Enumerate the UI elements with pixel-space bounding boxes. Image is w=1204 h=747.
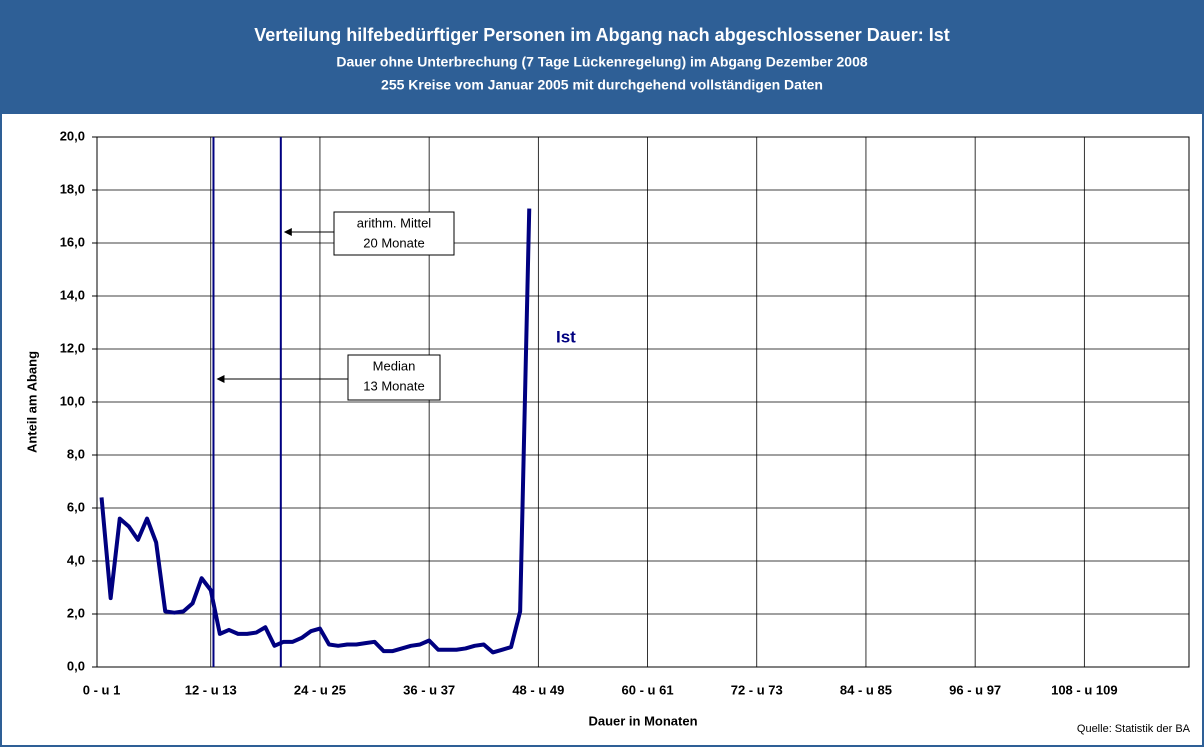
annotation-text: 20 Monate (363, 235, 424, 250)
x-tick-label: 96 - u 97 (949, 682, 1001, 697)
arrow-head (216, 375, 225, 383)
x-axis-title: Dauer in Monaten (588, 713, 697, 728)
y-tick-label: 16,0 (60, 234, 85, 249)
y-tick-label: 0,0 (67, 658, 85, 673)
x-tick-label: 108 - u 109 (1051, 682, 1118, 697)
y-tick-label: 20,0 (60, 128, 85, 143)
annotation-text: 13 Monate (363, 378, 424, 393)
x-tick-label: 12 - u 13 (185, 682, 237, 697)
y-tick-label: 12,0 (60, 340, 85, 355)
y-tick-label: 8,0 (67, 446, 85, 461)
x-tick-label: 48 - u 49 (512, 682, 564, 697)
x-tick-label: 84 - u 85 (840, 682, 892, 697)
y-tick-label: 2,0 (67, 605, 85, 620)
chart-subtitle: Dauer ohne Unterbrechung (7 Tage Lückenr… (336, 54, 868, 70)
annotation-text: Median (373, 358, 416, 373)
y-tick-label: 10,0 (60, 393, 85, 408)
annotation-box (333, 211, 455, 256)
chart-subtitle: 255 Kreise vom Januar 2005 mit durchgehe… (381, 77, 823, 93)
header-band (0, 0, 1204, 114)
annotation-box (347, 354, 441, 401)
y-axis-title: Anteil am Abang (24, 351, 39, 453)
x-tick-label: 0 - u 1 (83, 682, 121, 697)
y-tick-label: 14,0 (60, 287, 85, 302)
source: Quelle: Statistik der BA (1077, 723, 1191, 735)
x-tick-label: 72 - u 73 (731, 682, 783, 697)
x-tick-label: 36 - u 37 (403, 682, 455, 697)
y-tick-label: 6,0 (67, 499, 85, 514)
x-tick-label: 24 - u 25 (294, 682, 346, 697)
series-label: Ist (556, 327, 576, 346)
chart-title: Verteilung hilfebedürftiger Personen im … (254, 25, 950, 45)
series-line (99, 208, 532, 655)
arrow-head (283, 228, 292, 236)
y-tick-label: 18,0 (60, 181, 85, 196)
x-tick-label: 60 - u 61 (622, 682, 674, 697)
y-tick-label: 4,0 (67, 552, 85, 567)
annotation-text: arithm. Mittel (357, 215, 432, 230)
